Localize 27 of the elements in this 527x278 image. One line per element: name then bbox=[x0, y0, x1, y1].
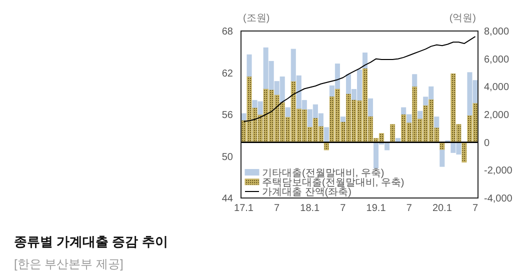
x-tick-label: 19.1 bbox=[366, 203, 386, 214]
y-tick-label: 44 bbox=[222, 194, 234, 204]
text: 종류별 가계대출 증감 추이 bbox=[14, 234, 168, 249]
y-tick-label: 62 bbox=[222, 68, 234, 80]
text: [한은 부산본부 제공] bbox=[14, 257, 124, 271]
y-axis-title: (조원) bbox=[243, 13, 270, 24]
x-tick-label: 7 bbox=[472, 203, 478, 214]
y2-tick-label: 8,000 bbox=[484, 26, 510, 38]
y2-axis-title: (억원) bbox=[449, 13, 476, 24]
y-tick-label: 68 bbox=[222, 26, 234, 38]
x-tick-label: 17.1 bbox=[234, 203, 254, 214]
x-tick-label: 7 bbox=[274, 203, 280, 214]
legend-label: 주택담보대출(전월말대비, 우축) bbox=[262, 177, 404, 188]
y2-tick-label: -2,000 bbox=[484, 166, 513, 177]
x-tick-label: 7 bbox=[340, 203, 346, 214]
x-tick-label: 18.1 bbox=[300, 203, 320, 214]
x-tick-label: 20.1 bbox=[432, 203, 452, 214]
y2-tick-label: 4,000 bbox=[484, 82, 510, 94]
legend-label: 기타대출(전월말대비, 우축) bbox=[262, 168, 384, 179]
y-tick-label: 50 bbox=[222, 152, 234, 163]
y-tick-label: 56 bbox=[222, 110, 234, 121]
legend-label: 가계대출 잔액(좌축) bbox=[262, 187, 352, 198]
x-tick-label: 7 bbox=[406, 203, 412, 214]
y2-tick-label: 6,000 bbox=[484, 54, 510, 66]
y2-tick-label: 2,000 bbox=[484, 110, 510, 121]
y2-tick-label: 0 bbox=[484, 138, 490, 149]
y2-tick-label: -4,000 bbox=[484, 194, 513, 204]
